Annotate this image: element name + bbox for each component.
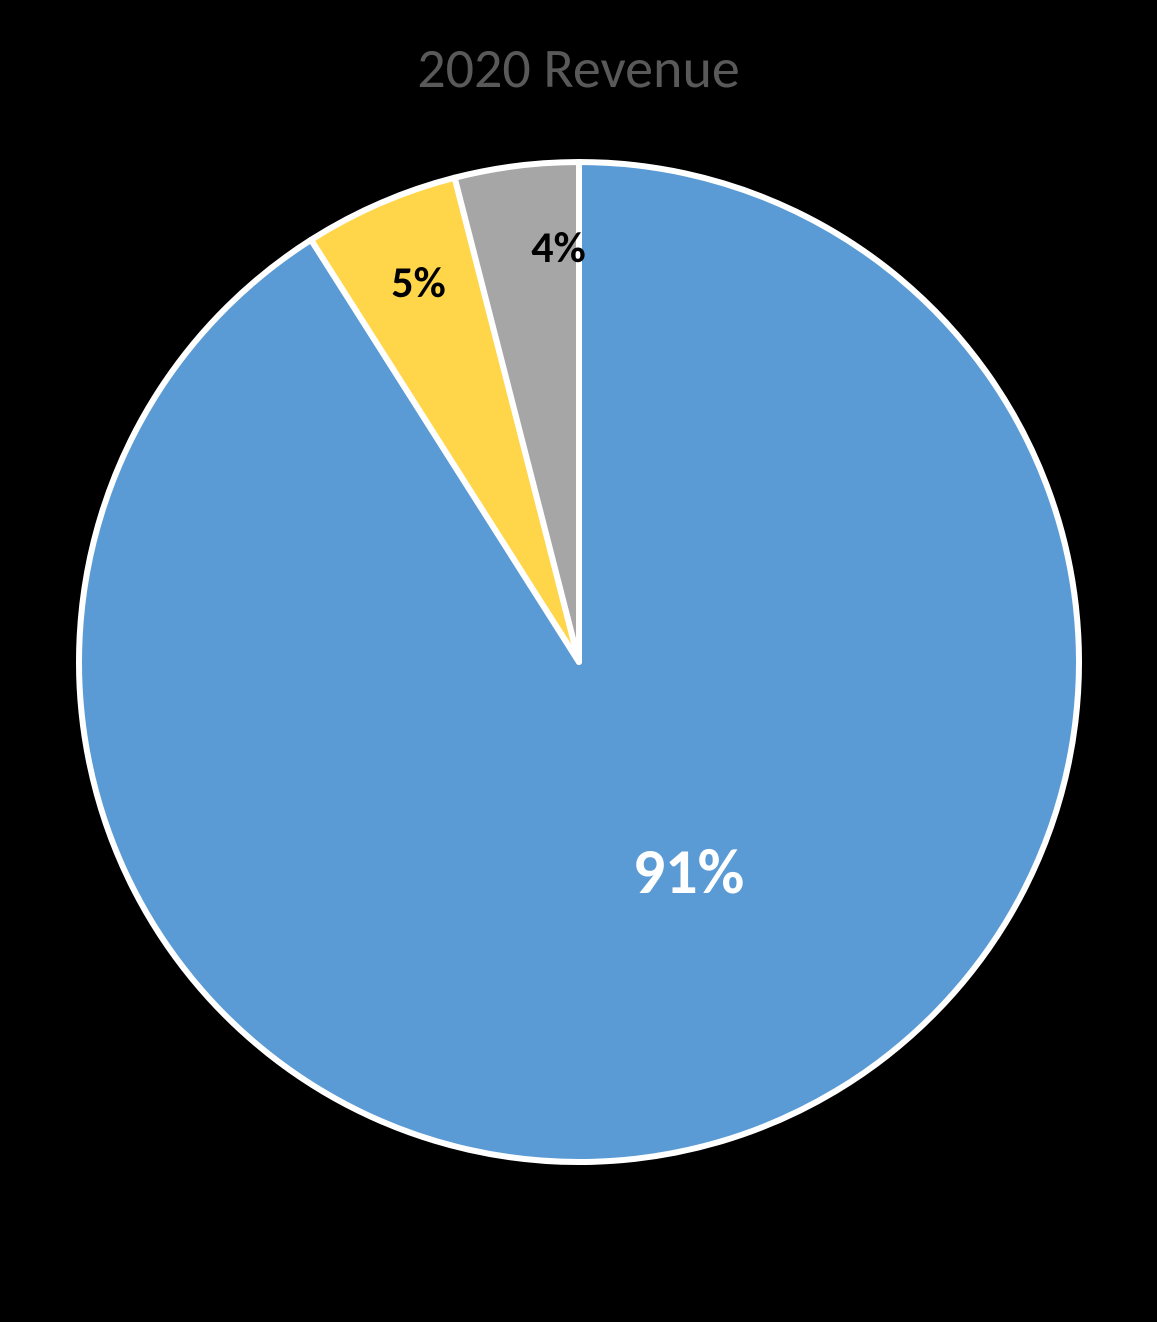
slice-label-0: 91%: [633, 833, 745, 911]
chart-title: 2020 Revenue: [0, 35, 1157, 103]
slice-label-2: 4%: [531, 220, 585, 274]
pie-chart: 91% 5% 4%: [69, 152, 1089, 1172]
pie-svg: [69, 152, 1089, 1172]
slice-label-1: 5%: [391, 255, 445, 309]
